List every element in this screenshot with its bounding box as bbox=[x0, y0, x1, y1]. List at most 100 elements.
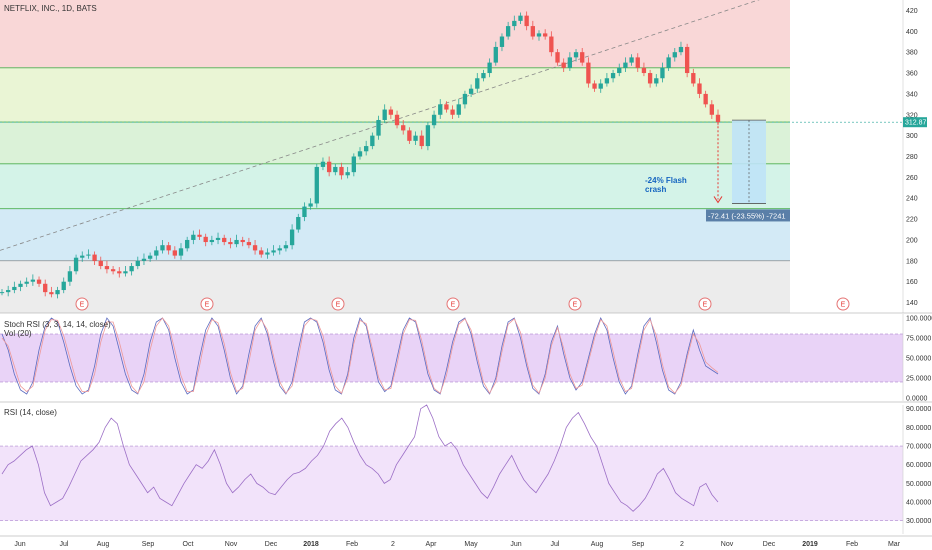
annotation-line-2: crash bbox=[645, 185, 666, 194]
candle-body bbox=[326, 161, 332, 173]
time-tick-label: Sep bbox=[142, 541, 155, 548]
candle-body bbox=[623, 62, 628, 68]
candle-body bbox=[104, 266, 110, 270]
candle-body bbox=[450, 109, 455, 115]
candle-body bbox=[629, 57, 634, 63]
candle-body bbox=[265, 252, 270, 255]
candle-body bbox=[240, 239, 245, 243]
candle-body bbox=[296, 217, 301, 230]
time-tick-label: Dec bbox=[265, 541, 278, 548]
time-axis: Jun Jul Aug Sep Oct Nov Dec 2018 Feb 2 Apr May Jun Ju… bbox=[14, 541, 900, 548]
earnings-marker-label: E bbox=[841, 302, 846, 309]
candle-body bbox=[512, 20, 517, 27]
candle-body bbox=[222, 237, 227, 243]
candle-body bbox=[172, 250, 177, 256]
candle-body bbox=[203, 236, 208, 243]
candle-body bbox=[61, 281, 66, 291]
candle-body bbox=[592, 83, 597, 89]
time-tick-label: Jun bbox=[14, 541, 25, 548]
candle-body bbox=[178, 248, 184, 256]
candle-body bbox=[191, 234, 196, 240]
earnings-marker bbox=[568, 297, 582, 311]
candle-body bbox=[586, 62, 591, 84]
candle-body bbox=[444, 104, 449, 110]
time-tick-label: 2019 bbox=[802, 541, 818, 548]
price-tick-label: 400 bbox=[906, 29, 918, 36]
candle-body bbox=[666, 57, 671, 68]
candle-body bbox=[524, 15, 529, 27]
rsi-tick-label: 70.0000 bbox=[906, 444, 931, 451]
candle-body bbox=[370, 135, 375, 147]
range-label-bg bbox=[706, 209, 790, 222]
candle-body bbox=[36, 279, 42, 284]
last-price-label: 312.87 bbox=[905, 120, 927, 127]
stoch-rsi-title: Stoch RSI (3, 3, 14, 14, close) bbox=[4, 320, 111, 329]
candle-body bbox=[209, 239, 215, 243]
time-tick-label: Apr bbox=[426, 541, 438, 548]
chart-title: NETFLIX, INC., 1D, BATS bbox=[4, 4, 97, 13]
candle-body bbox=[604, 78, 610, 84]
candle-body bbox=[24, 281, 29, 284]
candle-body bbox=[419, 135, 424, 147]
candle-body bbox=[215, 237, 221, 240]
candle-body bbox=[493, 46, 498, 63]
rsi-tick-label: 90.0000 bbox=[906, 406, 931, 413]
candle-body bbox=[18, 283, 23, 287]
candle-body bbox=[549, 36, 554, 53]
candle-body bbox=[339, 166, 344, 176]
fib-zone bbox=[0, 163, 790, 209]
candle-body bbox=[308, 203, 313, 207]
candle-body bbox=[394, 114, 400, 126]
price-tick-label: 320 bbox=[906, 112, 918, 119]
earnings-marker bbox=[446, 297, 460, 311]
rsi-tick-label: 50.0000 bbox=[906, 481, 931, 488]
candle-body bbox=[481, 73, 486, 79]
fib-zone bbox=[0, 0, 790, 68]
candle-body bbox=[561, 62, 566, 68]
candle-body bbox=[0, 292, 5, 294]
candle-body bbox=[185, 239, 190, 249]
stoch-tick-label: 75.0000 bbox=[906, 336, 931, 343]
rsi-tick-label: 30.0000 bbox=[906, 518, 931, 525]
candle-body bbox=[462, 93, 468, 105]
candle-body bbox=[259, 250, 264, 255]
candle-body bbox=[388, 109, 394, 115]
candle-body bbox=[598, 83, 603, 89]
price-tick-label: 260 bbox=[906, 175, 918, 182]
candle-body bbox=[117, 271, 122, 274]
earnings-marker-label: E bbox=[451, 302, 456, 309]
candle-body bbox=[129, 266, 134, 272]
price-tick-label: 180 bbox=[906, 258, 918, 265]
stoch-d-line bbox=[1, 317, 719, 395]
candle-body bbox=[641, 67, 647, 74]
candle-body bbox=[12, 286, 17, 291]
earnings-marker bbox=[331, 297, 345, 311]
candle-body bbox=[333, 166, 338, 173]
candle-body bbox=[703, 93, 708, 105]
earnings-marker bbox=[75, 297, 89, 311]
candle-body bbox=[580, 52, 585, 63]
candle-body bbox=[30, 279, 36, 282]
candle-body bbox=[499, 36, 505, 47]
time-tick-label: Sep bbox=[632, 541, 645, 548]
candle-body bbox=[67, 271, 73, 282]
candle-body bbox=[413, 135, 418, 141]
candle-body bbox=[43, 283, 48, 293]
candle-body bbox=[92, 254, 97, 261]
candle-body bbox=[289, 229, 295, 246]
price-tick-label: 240 bbox=[906, 196, 918, 203]
candle-body bbox=[709, 104, 714, 115]
earnings-marker bbox=[836, 297, 850, 311]
candle-body bbox=[376, 119, 381, 136]
time-tick-label: 2018 bbox=[303, 541, 319, 548]
candle-body bbox=[468, 88, 474, 94]
stoch-tick-label: 25.0000 bbox=[906, 376, 931, 383]
price-tick-label: 200 bbox=[906, 237, 918, 244]
time-tick-label: Jun bbox=[510, 541, 521, 548]
candle-body bbox=[135, 260, 140, 267]
crash-arrow-head bbox=[713, 196, 723, 204]
right-gap bbox=[790, 0, 903, 313]
time-tick-label: Feb bbox=[846, 541, 858, 548]
candle-body bbox=[475, 78, 480, 89]
